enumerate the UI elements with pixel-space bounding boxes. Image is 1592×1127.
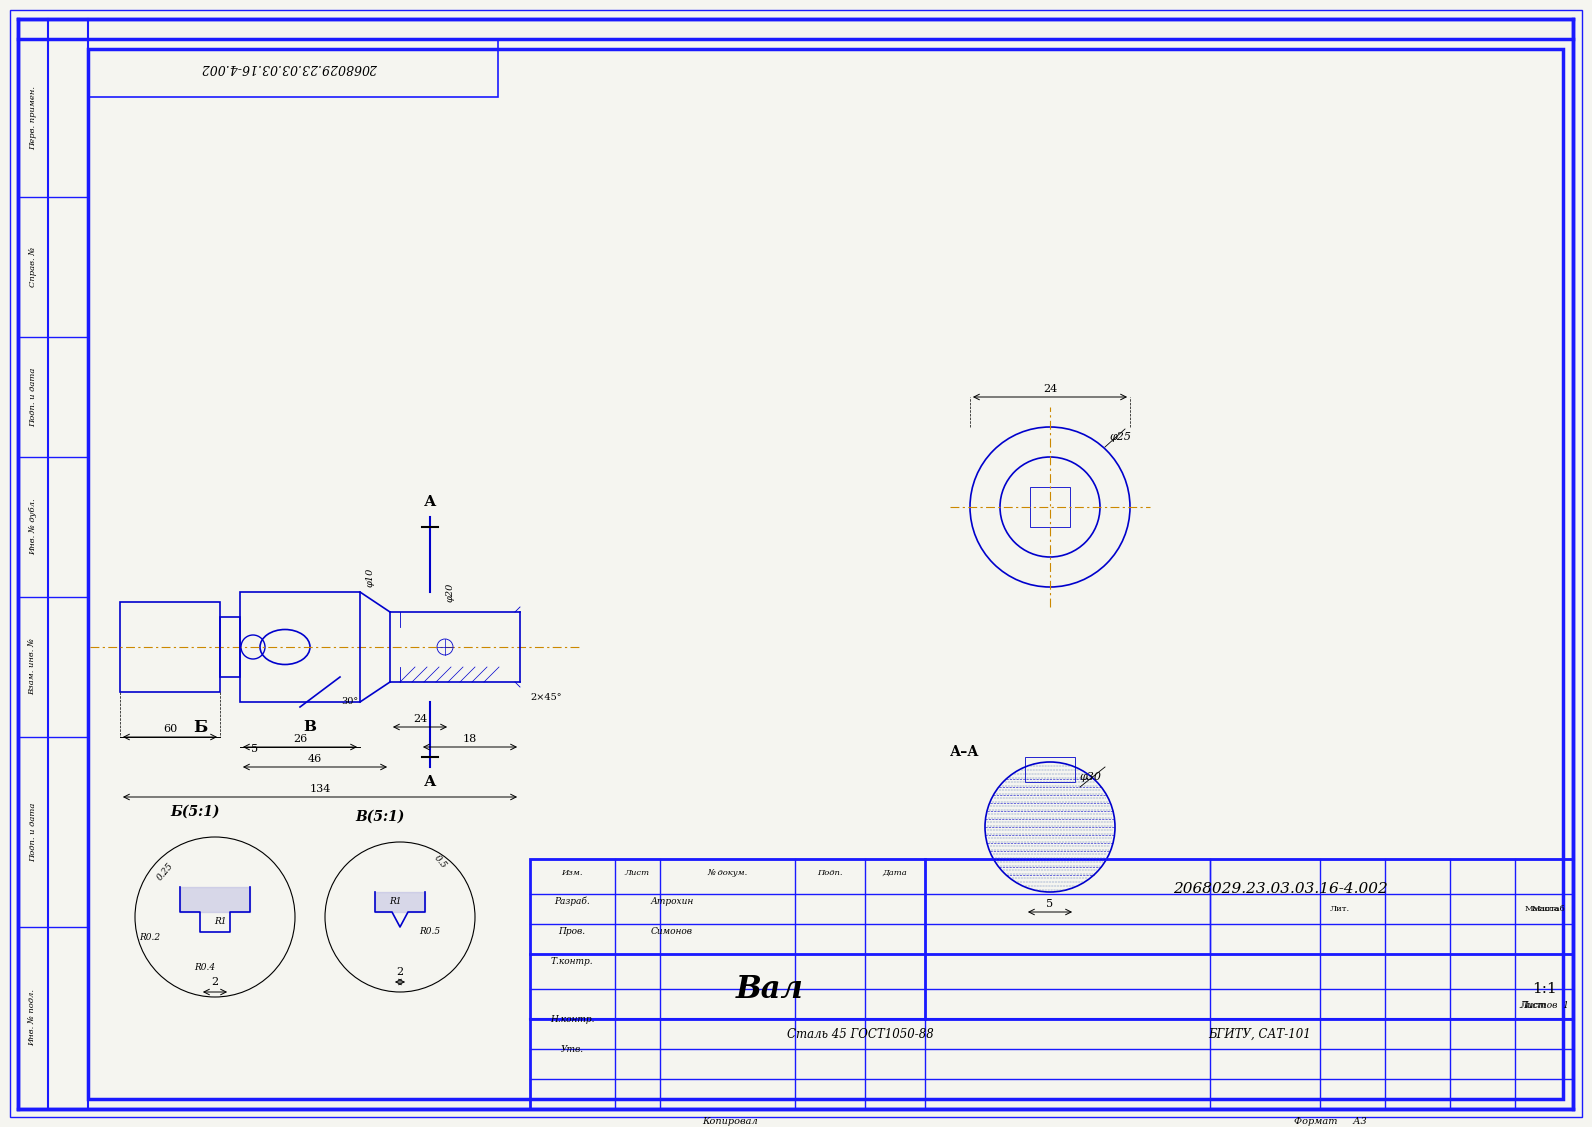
Bar	[240, 592, 360, 702]
Text: 0.5: 0.5	[431, 853, 447, 870]
Text: Инв. № подл.: Инв. № подл.	[29, 990, 37, 1047]
Text: А: А	[423, 775, 436, 789]
Text: 24: 24	[1043, 384, 1057, 394]
Text: В: В	[304, 720, 317, 734]
Text: Пров.: Пров.	[559, 926, 586, 935]
Text: Справ. №: Справ. №	[29, 247, 37, 287]
Text: А–А: А–А	[950, 745, 979, 758]
Text: 46: 46	[307, 754, 322, 764]
Text: 2×45°: 2×45°	[530, 692, 562, 701]
Text: R0.5: R0.5	[419, 928, 441, 937]
Text: 60: 60	[162, 724, 177, 734]
Text: Т.контр.: Т.контр.	[551, 957, 594, 966]
Text: Подп. и дата: Подп. и дата	[29, 802, 37, 862]
Text: 0.25: 0.25	[154, 861, 175, 882]
Text: Вал: Вал	[736, 974, 804, 1004]
Bar	[119, 602, 220, 692]
Text: 1:1: 1:1	[1533, 982, 1557, 996]
Text: 5: 5	[252, 744, 258, 754]
Text: Копировал: Копировал	[702, 1117, 758, 1126]
Text: 2: 2	[212, 977, 218, 987]
Text: 18: 18	[463, 734, 478, 744]
Text: 26: 26	[293, 734, 307, 744]
Bar	[1030, 487, 1070, 527]
Text: Н.контр.: Н.контр.	[549, 1014, 594, 1023]
Text: 2068029.23.03.03.16-4.002: 2068029.23.03.03.16-4.002	[1173, 882, 1387, 896]
Text: Взам. инв. №: Взам. инв. №	[29, 639, 37, 695]
Text: Разраб.: Разраб.	[554, 896, 591, 906]
Text: φ10: φ10	[366, 567, 374, 587]
Text: Утв.: Утв.	[560, 1045, 584, 1054]
Text: Симонов: Симонов	[651, 926, 693, 935]
Text: 134: 134	[309, 784, 331, 795]
Text: Дата: Дата	[882, 869, 907, 877]
Bar	[530, 859, 1573, 1109]
Bar	[220, 616, 240, 677]
Text: А: А	[423, 495, 436, 509]
Bar	[1025, 757, 1075, 782]
Text: Сталь 45 ГОСТ1050-88: Сталь 45 ГОСТ1050-88	[786, 1028, 933, 1040]
Text: R1: R1	[213, 917, 226, 926]
Text: Перв. примен.: Перв. примен.	[29, 86, 37, 150]
Text: № докум.: № докум.	[707, 869, 747, 877]
Text: 30°: 30°	[341, 698, 358, 707]
Text: Инв. № дубл.: Инв. № дубл.	[29, 498, 37, 556]
Text: φ20: φ20	[446, 583, 454, 602]
Text: R1: R1	[388, 897, 401, 906]
Text: Подп. и дата: Подп. и дата	[29, 367, 37, 427]
Text: Листов  1: Листов 1	[1520, 1002, 1570, 1011]
Text: 5: 5	[1046, 899, 1054, 909]
Text: Лист: Лист	[624, 869, 650, 877]
Text: БГИТУ, САТ-101: БГИТУ, САТ-101	[1208, 1028, 1312, 1040]
Bar	[88, 39, 498, 97]
Text: Лит.: Лит.	[1329, 905, 1350, 913]
Text: 2: 2	[396, 967, 403, 977]
Text: φ30: φ30	[1079, 772, 1102, 782]
Text: Лист: Лист	[1520, 1002, 1546, 1011]
Text: Б(5:1): Б(5:1)	[170, 805, 220, 819]
Text: Масштаб: Масштаб	[1525, 905, 1565, 913]
Text: 24: 24	[412, 715, 427, 724]
Text: Б: Б	[193, 719, 207, 736]
Text: Формат     А3: Формат А3	[1294, 1117, 1366, 1126]
Text: φ25: φ25	[1110, 432, 1130, 442]
Text: В(5:1): В(5:1)	[355, 810, 404, 824]
Text: R0.4: R0.4	[194, 962, 215, 971]
Text: Масса: Масса	[1532, 905, 1559, 913]
Text: 2068029.23.03.03.16-4.002: 2068029.23.03.03.16-4.002	[202, 62, 379, 74]
Text: Изм.: Изм.	[562, 869, 583, 877]
Text: R0.2: R0.2	[140, 932, 161, 941]
Text: Атрохин: Атрохин	[651, 896, 694, 905]
Text: Подп.: Подп.	[817, 869, 842, 877]
